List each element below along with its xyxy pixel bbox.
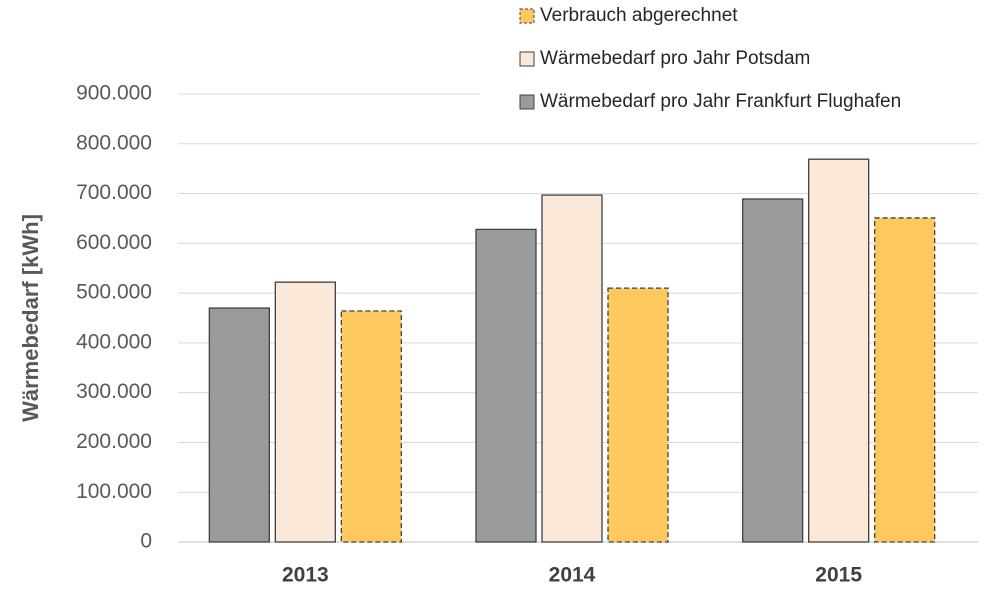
bar	[475, 228, 537, 543]
bar	[742, 198, 804, 543]
x-tick-label: 2013	[282, 564, 329, 587]
legend-swatch	[519, 94, 535, 110]
bar	[340, 310, 402, 543]
legend-label: Verbrauch abgerechnet	[540, 5, 738, 26]
bar	[808, 158, 870, 543]
y-tick-label: 0	[140, 530, 152, 553]
x-tick-label: 2014	[549, 564, 596, 587]
bar	[874, 217, 936, 543]
bar	[607, 287, 669, 543]
bar	[541, 194, 603, 543]
y-tick-label: 700.000	[76, 181, 152, 204]
bar	[208, 307, 270, 543]
y-tick-label: 100.000	[76, 480, 152, 503]
y-tick-label: 800.000	[76, 131, 152, 154]
y-tick-label: 500.000	[76, 281, 152, 304]
legend-label: Wärmebedarf pro Jahr Frankfurt Flughafen	[540, 91, 901, 112]
y-tick-label: 900.000	[76, 82, 152, 105]
bar	[274, 281, 336, 543]
y-tick-label: 400.000	[76, 330, 152, 353]
legend-label: Wärmebedarf pro Jahr Potsdam	[540, 48, 810, 69]
y-tick-label: 600.000	[76, 231, 152, 254]
y-tick-label: 200.000	[76, 430, 152, 453]
legend-swatch	[519, 8, 535, 24]
legend-background	[480, 0, 998, 125]
y-axis-label: Wärmebedarf [kWh]	[18, 214, 43, 422]
y-tick-label: 300.000	[76, 380, 152, 403]
x-tick-label: 2015	[815, 564, 862, 587]
legend-swatch	[519, 51, 535, 67]
